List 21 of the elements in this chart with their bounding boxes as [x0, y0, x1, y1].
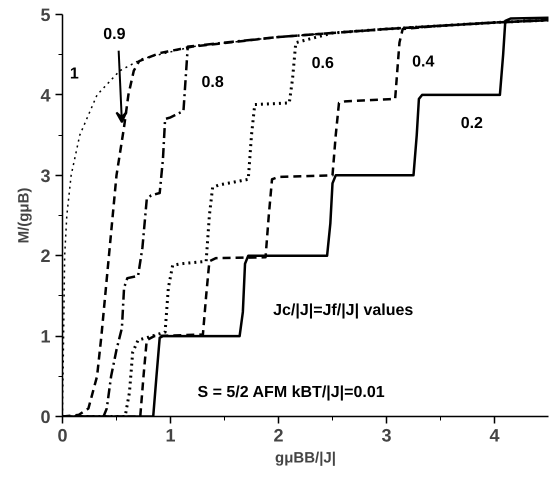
annotation: Jc/|J|=Jf/|J| values — [273, 302, 414, 319]
annotation: S = 5/2 AFM kBT/|J|=0.01 — [198, 384, 385, 401]
x-axis-title: gμBB/|J| — [275, 450, 336, 466]
y-axis-title: M/(gμB) — [15, 188, 32, 244]
series-label: 1 — [70, 65, 79, 82]
y-tick-label: 3 — [40, 166, 51, 186]
x-tick-label: 3 — [381, 426, 392, 446]
x-tick-label: 2 — [273, 426, 284, 446]
x-tick-label: 0 — [57, 426, 68, 446]
series-label: 0.9 — [103, 26, 126, 43]
y-tick-label: 2 — [40, 246, 51, 266]
x-tick-label: 4 — [489, 426, 500, 446]
x-tick-label: 1 — [165, 426, 176, 446]
y-tick-label: 4 — [40, 85, 51, 106]
y-tick-label: 1 — [40, 326, 51, 347]
series-label: 0.6 — [312, 54, 334, 72]
series-label: 0.2 — [460, 115, 484, 132]
y-tick-label: 5 — [40, 5, 51, 25]
y-tick-label: 0 — [40, 407, 51, 427]
series-label: 0.8 — [202, 74, 224, 92]
series-label: 0.4 — [412, 53, 434, 70]
